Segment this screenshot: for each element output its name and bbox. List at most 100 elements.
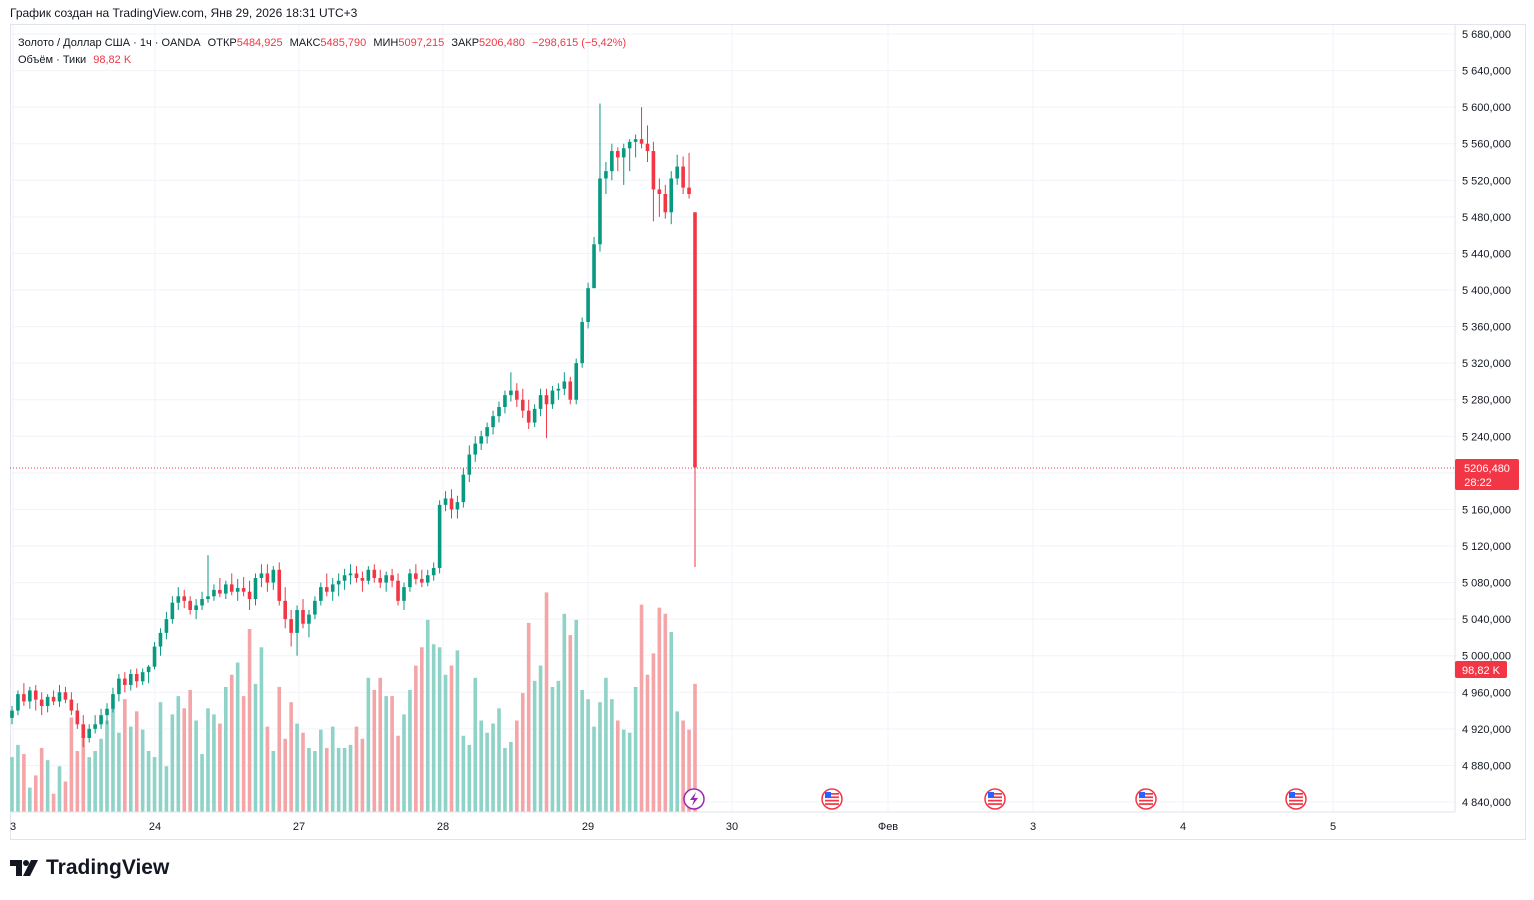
candle (497, 401, 501, 423)
candle (509, 372, 513, 402)
candle (57, 684, 62, 707)
candle (378, 569, 383, 589)
candle-body (81, 724, 86, 738)
y-tick-label: 5 320,000 (1462, 358, 1511, 370)
candle (16, 690, 20, 716)
legend-volume-row: Объём · Тики 98,82 K (18, 52, 630, 69)
volume-bar (28, 787, 32, 812)
chart-frame[interactable] (10, 24, 1526, 840)
candle-body (598, 178, 602, 245)
candle (152, 642, 157, 670)
candle-body (235, 588, 240, 592)
candle-body (532, 408, 537, 423)
volume-bar (497, 708, 501, 812)
volume-bar (247, 629, 252, 812)
y-tick-label: 5 360,000 (1462, 322, 1511, 334)
candle (526, 399, 531, 429)
candle-body (342, 575, 347, 581)
volume-bar (87, 757, 92, 812)
candle (461, 468, 466, 508)
candle (182, 589, 187, 609)
candle-body (497, 407, 501, 417)
candle (651, 141, 656, 222)
candle-body (431, 567, 436, 576)
candle-body (443, 498, 448, 505)
x-tick-label: 5 (1330, 821, 1336, 833)
volume-bars (10, 592, 697, 812)
tradingview-brand: TradingView (46, 856, 170, 879)
candle-body (218, 589, 222, 594)
candle (687, 152, 691, 199)
candle-body (509, 390, 513, 396)
volume-bar (651, 653, 656, 812)
candle (247, 580, 252, 610)
volume-bar (390, 696, 394, 812)
candle (253, 573, 258, 606)
legend-volume-label[interactable]: Объём · Тики (18, 54, 87, 66)
candle (301, 599, 305, 629)
candle-body (437, 504, 442, 568)
legend[interactable]: Золото / Доллар США · 1ч · OANDA ОТКР548… (18, 35, 630, 69)
candle-body (128, 674, 133, 685)
candle-body (241, 588, 246, 592)
candle (538, 388, 543, 417)
candle (194, 599, 198, 620)
tradingview-logo[interactable]: TradingView (10, 856, 169, 880)
candle (556, 383, 561, 400)
volume-bar (81, 726, 86, 812)
volume-bar (33, 775, 38, 812)
candle-body (414, 573, 418, 579)
legend-symbol[interactable]: Золото / Доллар США · 1ч · OANDA (18, 37, 201, 49)
candle (319, 582, 323, 606)
volume-bar (538, 665, 543, 812)
candle-body (324, 587, 329, 592)
volume-bar (289, 702, 293, 812)
candle (63, 686, 68, 704)
candle (200, 591, 204, 610)
candle (22, 683, 26, 706)
volume-bar (604, 677, 608, 812)
volume-bar (515, 720, 519, 812)
candle (229, 573, 234, 596)
candle-body (164, 619, 169, 633)
volume-bar (99, 738, 103, 812)
candle (562, 372, 567, 396)
volume-bar (241, 696, 246, 812)
legend-low: МИН5097,215 (373, 37, 445, 49)
candle-body (212, 589, 216, 597)
candle-body (639, 139, 644, 144)
candle (39, 692, 44, 716)
volume-bar (455, 650, 460, 812)
candle (81, 715, 86, 748)
candle-body (473, 443, 478, 455)
candle-body (402, 587, 406, 601)
volume-bar (128, 726, 133, 812)
volume-bar (283, 738, 287, 812)
volume-bar (348, 744, 353, 812)
candle-body (330, 584, 335, 592)
candle (324, 573, 329, 597)
candle-body (229, 584, 234, 592)
volume-bar (479, 720, 483, 812)
candle (295, 605, 299, 656)
candle (544, 388, 549, 439)
candle-body (146, 666, 151, 673)
volume-bar (443, 674, 448, 812)
candlesticks (10, 103, 697, 748)
candle (681, 156, 685, 194)
volume-bar (425, 619, 430, 812)
candle (158, 628, 163, 656)
candle-body (366, 569, 371, 581)
volume-bar (336, 747, 341, 812)
volume-bar (235, 662, 240, 812)
candle-body (562, 381, 567, 389)
candle-body (63, 692, 68, 700)
legend-close: ЗАКР5206,480 (451, 37, 525, 49)
tradingview-logo-icon (10, 860, 38, 876)
volume-bar (206, 708, 210, 812)
candle-body (681, 166, 685, 188)
candle-body (253, 578, 258, 600)
volume-bar (592, 726, 596, 812)
volume-bar (556, 680, 561, 812)
